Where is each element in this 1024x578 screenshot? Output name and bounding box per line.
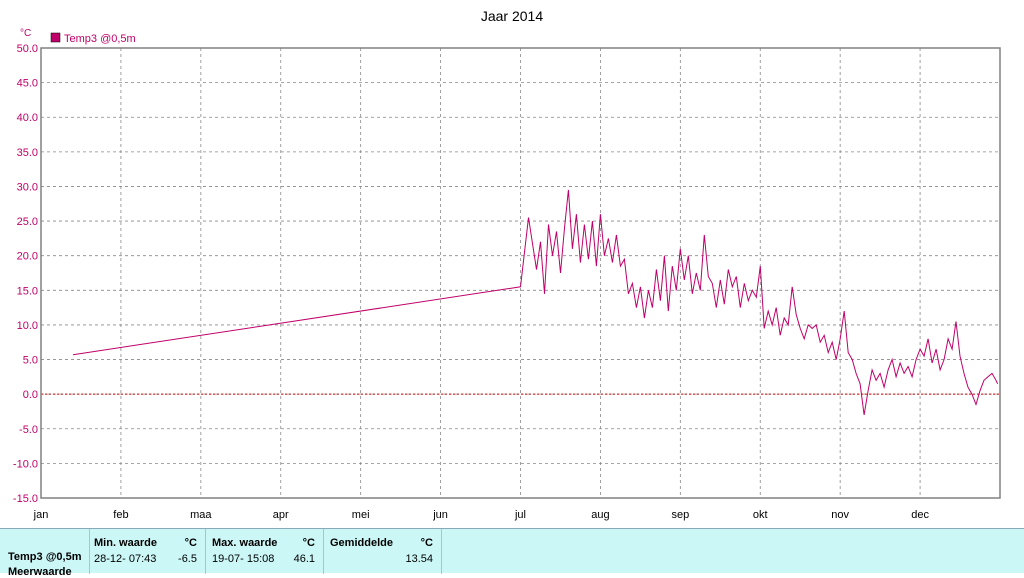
min-header: Min. waarde: [94, 537, 157, 549]
stats-second-label: Meerwaarde: [8, 566, 72, 578]
x-tick-label: okt: [753, 509, 768, 521]
max-unit: °C: [302, 537, 315, 549]
x-tick-label: apr: [273, 509, 289, 521]
temperature-chart: Jaar 2014 °C Temp3 @0,5m 50.0 45.0 40.0 35.…: [13, 8, 1001, 521]
stats-max-column: Max. waarde °C 19-07- 15:08 46.1: [206, 529, 324, 574]
x-tick-label: nov: [831, 509, 849, 521]
x-tick-label: feb: [113, 509, 128, 521]
x-tick-label: mei: [352, 509, 370, 521]
statistics-panel: Temp3 @0,5m Meerwaarde Min. waarde °C 28…: [0, 528, 1024, 578]
x-tick-label: dec: [911, 509, 929, 521]
max-time: 19-07- 15:08: [212, 553, 275, 565]
max-value: 46.1: [293, 553, 315, 565]
y-tick-label: 20.0: [17, 251, 38, 263]
stats-avg-column: Gemiddelde °C 13.54: [324, 529, 442, 574]
x-tick-labels: jan feb maa apr mei jun jul aug sep okt nov dec: [33, 509, 930, 521]
y-axis-unit: °C: [20, 28, 31, 39]
x-tick-label: jan: [33, 509, 49, 521]
y-tick-label: 10.0: [17, 320, 38, 332]
legend-label: Temp3 @0,5m: [64, 33, 136, 45]
y-tick-label: 50.0: [17, 43, 38, 55]
x-tick-label: maa: [190, 509, 212, 521]
y-tick-labels: 50.0 45.0 40.0 35.0 30.0 25.0 20.0 15.0 10.0 5.0 0…: [13, 43, 38, 505]
y-tick-label: -15.0: [13, 493, 38, 505]
x-tick-label: sep: [671, 509, 689, 521]
min-time: 28-12- 07:43: [94, 553, 157, 565]
min-value: -6.5: [178, 553, 197, 565]
y-tick-label: -5.0: [19, 424, 38, 436]
y-tick-label: -10.0: [13, 458, 38, 470]
y-tick-label: 30.0: [17, 181, 38, 193]
y-tick-label: 40.0: [17, 112, 38, 124]
avg-unit: °C: [420, 537, 433, 549]
chart-title: Jaar 2014: [481, 8, 543, 24]
legend-swatch: [50, 32, 61, 43]
max-header: Max. waarde: [212, 537, 278, 549]
plot-frame: [40, 47, 1001, 499]
y-tick-label: 0.0: [23, 389, 38, 401]
x-tick-label: aug: [591, 509, 609, 521]
y-tick-label: 25.0: [17, 216, 38, 228]
y-tick-label: 45.0: [17, 78, 38, 90]
min-unit: °C: [184, 537, 197, 549]
y-tick-label: 15.0: [17, 285, 38, 297]
stats-series-column: Temp3 @0,5m Meerwaarde: [0, 529, 90, 578]
x-tick-label: jul: [514, 509, 526, 521]
y-tick-label: 35.0: [17, 147, 38, 159]
avg-header: Gemiddelde: [330, 537, 393, 549]
stats-min-column: Min. waarde °C 28-12- 07:43 -6.5: [90, 529, 206, 574]
x-tick-label: jun: [432, 509, 448, 521]
avg-value: 13.54: [405, 553, 433, 565]
series-line-temp3: [72, 189, 999, 415]
grid-lines: [41, 48, 1000, 498]
stats-series-label: Temp3 @0,5m: [8, 551, 82, 563]
y-tick-label: 5.0: [23, 355, 38, 367]
